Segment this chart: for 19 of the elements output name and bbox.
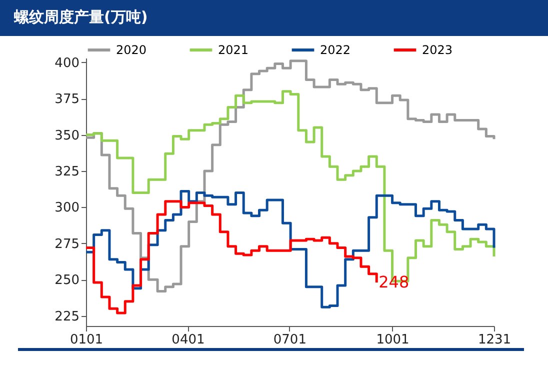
y-tick-label: 375 <box>54 92 80 108</box>
y-tick-label: 350 <box>54 128 80 144</box>
legend-label: 2023 <box>422 43 453 57</box>
y-tick-label: 225 <box>54 309 80 324</box>
x-tick-label: 1001 <box>376 332 410 348</box>
x-tick-label: 1231 <box>478 332 512 348</box>
legend-label: 2020 <box>116 43 147 57</box>
x-tick-label: 0401 <box>172 332 205 348</box>
chart-title: 螺纹周度产量(万吨) <box>14 8 148 27</box>
x-tick-label: 0701 <box>273 332 306 348</box>
legend-label: 2022 <box>320 43 351 57</box>
y-tick-label: 250 <box>54 273 80 288</box>
y-tick-label: 400 <box>54 56 80 71</box>
legend-label: 2021 <box>218 43 249 57</box>
annotation: 248 <box>378 272 410 292</box>
y-tick-label: 325 <box>54 164 80 180</box>
y-tick-label: 300 <box>54 200 80 216</box>
y-tick-label: 275 <box>54 236 80 252</box>
x-tick-label: 0101 <box>70 332 104 348</box>
